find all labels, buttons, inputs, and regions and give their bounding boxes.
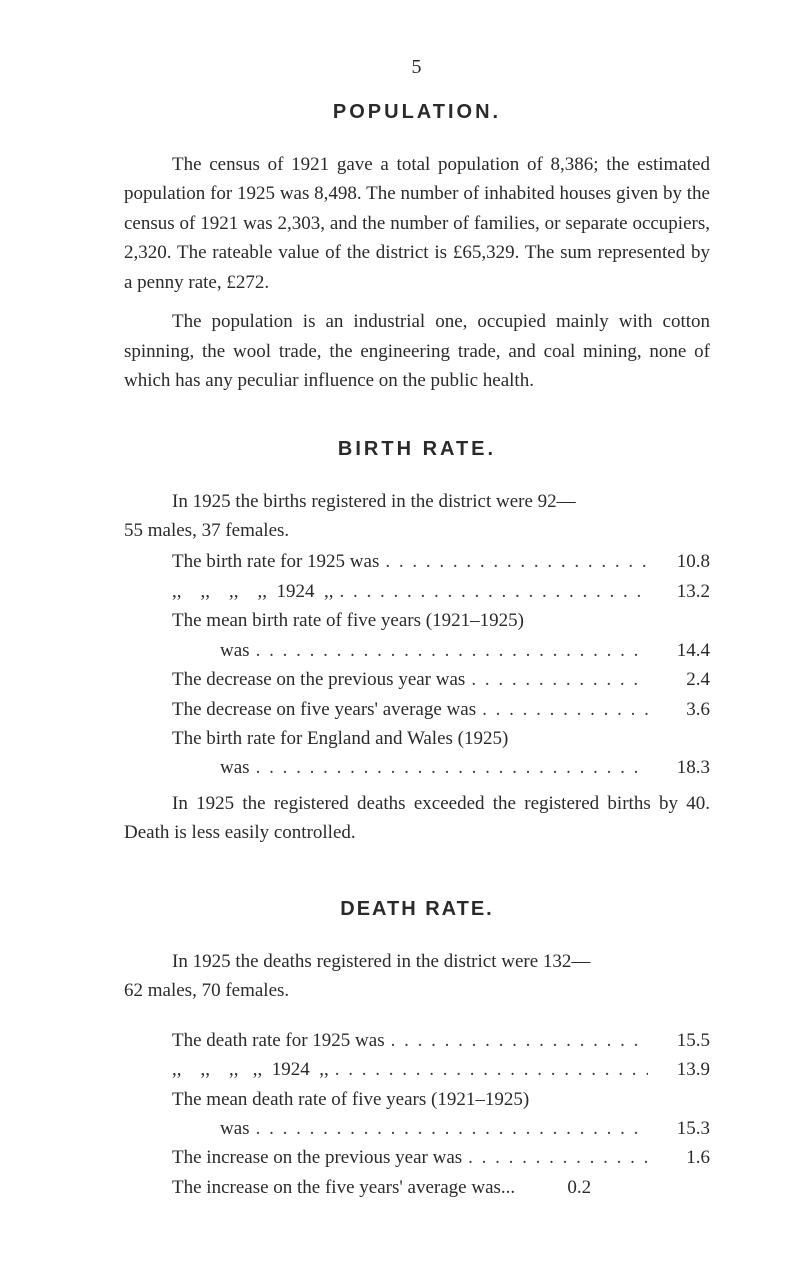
stat-label: The decrease on five years' average was — [124, 695, 476, 724]
birth-rate-stats: The birth rate for 1925 was . . . . . . … — [124, 547, 710, 783]
stat-row: The increase on the five years' average … — [124, 1173, 710, 1202]
stat-value: 3.6 — [648, 695, 710, 724]
stat-leader: . . . . . . . . . . . . . . . . . . . . … — [465, 665, 648, 694]
stat-value: 15.5 — [648, 1026, 710, 1055]
stat-value: 15.3 — [648, 1114, 710, 1143]
stat-value: 1.6 — [648, 1143, 710, 1172]
page: 5 POPULATION. The census of 1921 gave a … — [0, 0, 800, 1282]
birth-rate-intro-a: In 1925 the births registered in the dis… — [124, 487, 710, 516]
heading-population: POPULATION. — [124, 97, 710, 128]
stat-label: The birth rate for England and Wales (19… — [124, 724, 508, 753]
birth-rate-intro-b: 55 males, 37 females. — [124, 516, 710, 545]
stat-label: was — [124, 1114, 250, 1143]
stat-leader: . . . . . . . . . . . . . . . . . . . . … — [250, 636, 648, 665]
page-number: 5 — [124, 52, 710, 83]
stat-row: The decrease on the previous year was . … — [124, 665, 710, 694]
stat-row: The birth rate for England and Wales (19… — [124, 724, 710, 753]
stat-value: 13.2 — [648, 577, 710, 606]
stat-leader: . . . . . . . . . . . . . . . . . . . . … — [334, 577, 649, 606]
stat-value: 0.2 — [529, 1173, 591, 1202]
population-para-1: The census of 1921 gave a total populati… — [124, 150, 710, 297]
stat-label: The mean birth rate of five years (1921–… — [124, 606, 524, 635]
stat-label: The decrease on the previous year was — [124, 665, 465, 694]
stat-row: was . . . . . . . . . . . . . . . . . . … — [124, 636, 710, 665]
stat-row: The decrease on five years' average was … — [124, 695, 710, 724]
stat-leader: . . . . . . . . . . . . . . . . . . . . … — [462, 1143, 648, 1172]
stat-label: was — [124, 753, 250, 782]
stat-value: 2.4 — [648, 665, 710, 694]
population-para-2: The population is an industrial one, occ… — [124, 307, 710, 395]
stat-label: The death rate for 1925 was — [124, 1026, 385, 1055]
stat-row: ,, ,, ,, ,, 1924 ,, . . . . . . . . . . … — [124, 1055, 710, 1084]
stat-value: 18.3 — [648, 753, 710, 782]
stat-row: The increase on the previous year was . … — [124, 1143, 710, 1172]
heading-birth-rate: BIRTH RATE. — [124, 434, 710, 465]
stat-label: was — [124, 636, 250, 665]
stat-leader: . . . . . . . . . . . . . . . . . . . . … — [329, 1055, 648, 1084]
stat-row: was . . . . . . . . . . . . . . . . . . … — [124, 1114, 710, 1143]
stat-label: The birth rate for 1925 was — [124, 547, 379, 576]
death-rate-stats: The death rate for 1925 was . . . . . . … — [124, 1026, 710, 1203]
stat-label: ,, ,, ,, ,, 1924 ,, — [124, 1055, 329, 1084]
stat-row: The mean death rate of five years (1921–… — [124, 1085, 710, 1114]
stat-value: 14.4 — [648, 636, 710, 665]
stat-label: ,, ,, ,, ,, 1924 ,, — [124, 577, 334, 606]
stat-label: The increase on the five years' average … — [124, 1173, 515, 1202]
stat-label: The increase on the previous year was — [124, 1143, 462, 1172]
stat-value: 13.9 — [648, 1055, 710, 1084]
stat-row: The death rate for 1925 was . . . . . . … — [124, 1026, 710, 1055]
stat-leader: . . . . . . . . . . . . . . . . . . . . … — [379, 547, 648, 576]
birth-rate-outro: In 1925 the registered deaths exceeded t… — [124, 789, 710, 848]
stat-value: 10.8 — [648, 547, 710, 576]
stat-row: The birth rate for 1925 was . . . . . . … — [124, 547, 710, 576]
stat-row: was . . . . . . . . . . . . . . . . . . … — [124, 753, 710, 782]
stat-leader: . . . . . . . . . . . . . . . . . . . . … — [476, 695, 648, 724]
stat-row: The mean birth rate of five years (1921–… — [124, 606, 710, 635]
stat-row: ,, ,, ,, ,, 1924 ,, . . . . . . . . . . … — [124, 577, 710, 606]
stat-leader: . . . . . . . . . . . . . . . . . . . . … — [250, 753, 648, 782]
death-rate-intro-b: 62 males, 70 females. — [124, 976, 710, 1005]
heading-death-rate: DEATH RATE. — [124, 894, 710, 925]
death-rate-intro-a: In 1925 the deaths registered in the dis… — [124, 947, 710, 976]
stat-leader: . . . . . . . . . . . . . . . . . . . . … — [385, 1026, 648, 1055]
stat-leader: . . . . . . . . . . . . . . . . . . . . … — [250, 1114, 648, 1143]
stat-label: The mean death rate of five years (1921–… — [124, 1085, 529, 1114]
